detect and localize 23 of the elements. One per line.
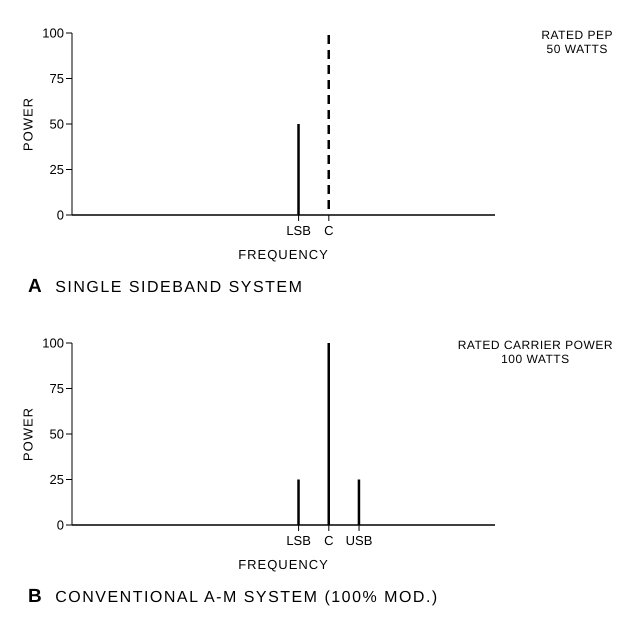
y-tick-label: 25 [50, 472, 64, 488]
y-tick-label: 50 [50, 426, 64, 442]
y-tick-label: 100 [42, 336, 64, 351]
x-tick-label: USB [346, 533, 372, 548]
x-axis-title: FREQUENCY [238, 557, 329, 572]
y-tick-label: 75 [50, 381, 64, 396]
x-tick-label: C [324, 223, 334, 238]
y-tick-label: 0 [56, 208, 64, 223]
text: B CONVENTIONAL A-M SYSTEM (100% MOD.) [28, 586, 439, 608]
y-tick-label: 100 [42, 26, 64, 41]
y-axis-title: POWER [20, 96, 36, 152]
x-tick-label: LSB [286, 533, 311, 548]
x-axis-title: FREQUENCY [238, 247, 329, 262]
y-tick-label: 25 [50, 162, 64, 178]
x-tick-label: LSB [286, 223, 311, 238]
annotation: RATED CARRIER POWER 100 WATTS [458, 338, 613, 366]
y-tick-label: 50 [50, 116, 64, 132]
y-axis-title: POWER [20, 406, 36, 462]
x-tick-label: C [324, 533, 334, 548]
y-tick-label: 0 [56, 518, 64, 533]
text: RATED PEP 50 WATTS [541, 28, 613, 56]
text: A SINGLE SIDEBAND SYSTEM [28, 276, 304, 298]
y-tick-label: 75 [50, 71, 64, 86]
